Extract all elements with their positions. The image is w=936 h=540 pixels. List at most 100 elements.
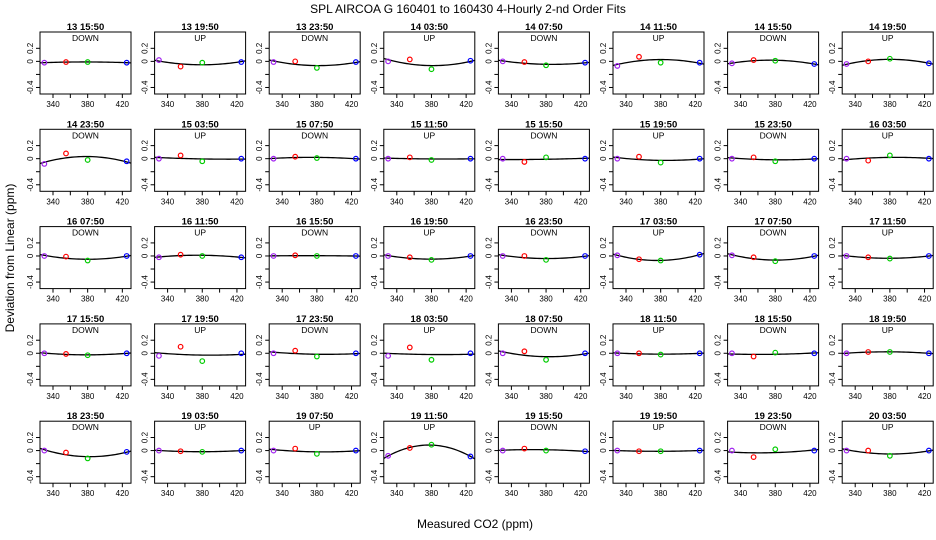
panel-title: 18 11:50 <box>640 314 677 325</box>
y-tick-label: -0.4 <box>370 469 379 483</box>
panel-frame <box>268 420 361 484</box>
data-point <box>696 251 703 258</box>
y-tick-label: -0.4 <box>26 469 35 483</box>
x-tick-label: 420 <box>803 489 817 498</box>
panel-title: 18 15:50 <box>754 314 792 325</box>
x-tick-label: 340 <box>849 100 863 109</box>
data-point <box>385 155 392 162</box>
x-tick-label: 340 <box>276 392 290 401</box>
y-tick-label: -0.4 <box>255 372 264 386</box>
fit-curve <box>383 444 476 460</box>
x-tick-label: 380 <box>769 197 783 206</box>
data-point <box>352 155 359 162</box>
data-point <box>292 252 299 259</box>
panel-mode: UP <box>423 228 435 238</box>
data-point <box>238 447 245 454</box>
panel-mode: UP <box>423 33 435 43</box>
fit-curve <box>498 350 590 358</box>
panel-frame <box>841 128 934 192</box>
panel-title: 17 19:50 <box>181 314 219 325</box>
data-point <box>41 253 48 259</box>
x-tick-label: 380 <box>883 100 897 109</box>
panel-mode: DOWN <box>72 325 99 335</box>
data-point <box>696 155 703 162</box>
fit-curve <box>39 447 132 458</box>
data-point <box>729 155 735 162</box>
y-tick-label: -0.4 <box>714 275 723 289</box>
data-point <box>41 447 48 454</box>
data-point <box>41 160 48 167</box>
data-point <box>582 59 588 66</box>
panel-title: 13 15:50 <box>67 22 105 33</box>
data-point <box>811 350 818 357</box>
data-point <box>636 350 642 357</box>
panel-title: 17 03:50 <box>640 217 678 228</box>
x-tick-label: 340 <box>505 100 519 109</box>
data-point <box>177 63 184 70</box>
data-point <box>865 254 872 261</box>
x-tick-label: 380 <box>654 392 668 401</box>
x-tick-label: 420 <box>116 197 130 206</box>
panel-mode: UP <box>194 228 206 238</box>
data-point <box>156 352 162 359</box>
y-tick-label: 0 <box>714 156 723 161</box>
panel-title: 19 03:50 <box>181 411 219 422</box>
y-tick-label: 0 <box>599 350 608 355</box>
panel-title: 17 07:50 <box>754 217 792 228</box>
panel-title: 16 23:50 <box>525 217 563 228</box>
x-tick-label: 340 <box>276 295 290 304</box>
data-point <box>428 157 435 163</box>
data-point <box>772 349 779 356</box>
data-point <box>63 351 69 357</box>
panel-mode: DOWN <box>760 33 787 43</box>
y-tick-label: 0.2 <box>714 140 723 152</box>
panel-frame <box>612 323 705 387</box>
y-tick-label: 0 <box>370 448 379 453</box>
data-point <box>925 253 932 259</box>
panel-title: 17 15:50 <box>67 314 105 325</box>
panel-frame <box>612 420 705 484</box>
data-point <box>521 159 528 165</box>
x-tick-label: 340 <box>849 197 863 206</box>
y-tick-label: -0.4 <box>255 177 264 191</box>
data-point <box>543 356 549 363</box>
data-point <box>467 253 474 259</box>
x-tick-label: 420 <box>230 489 244 498</box>
panel-mode: UP <box>882 422 894 432</box>
y-tick-label: -0.4 <box>484 80 493 94</box>
panel-title: 19 19:50 <box>640 411 678 422</box>
y-tick-label: 0 <box>714 448 723 453</box>
panel-title: 15 03:50 <box>181 119 219 130</box>
y-tick-label: 0.2 <box>255 334 264 346</box>
panel-mode: UP <box>882 325 894 335</box>
x-tick-label: 340 <box>161 489 175 498</box>
panel-title: 14 03:50 <box>411 22 449 33</box>
data-point <box>865 157 872 164</box>
panel-title: 18 07:50 <box>525 314 563 325</box>
panel-mode: DOWN <box>760 228 787 238</box>
y-tick-label: -0.4 <box>599 177 608 191</box>
x-tick-label: 380 <box>425 489 439 498</box>
panel-frame <box>612 128 705 192</box>
data-point <box>925 155 932 162</box>
x-tick-label: 380 <box>196 392 210 401</box>
x-tick-label: 340 <box>734 489 748 498</box>
data-point <box>156 57 162 63</box>
data-point <box>696 447 703 454</box>
panel-mode: UP <box>882 228 894 238</box>
data-point <box>156 254 162 261</box>
y-tick-label: -0.4 <box>599 275 608 289</box>
y-tick-label: 0.2 <box>484 334 493 346</box>
panel-title: 16 11:50 <box>182 217 219 228</box>
data-point <box>636 153 642 160</box>
x-tick-label: 340 <box>46 100 60 109</box>
panel-title: 18 19:50 <box>869 314 907 325</box>
data-point <box>292 445 299 452</box>
y-tick-label: 0 <box>828 253 837 258</box>
x-tick-label: 340 <box>46 392 60 401</box>
panel-frame <box>154 323 247 387</box>
